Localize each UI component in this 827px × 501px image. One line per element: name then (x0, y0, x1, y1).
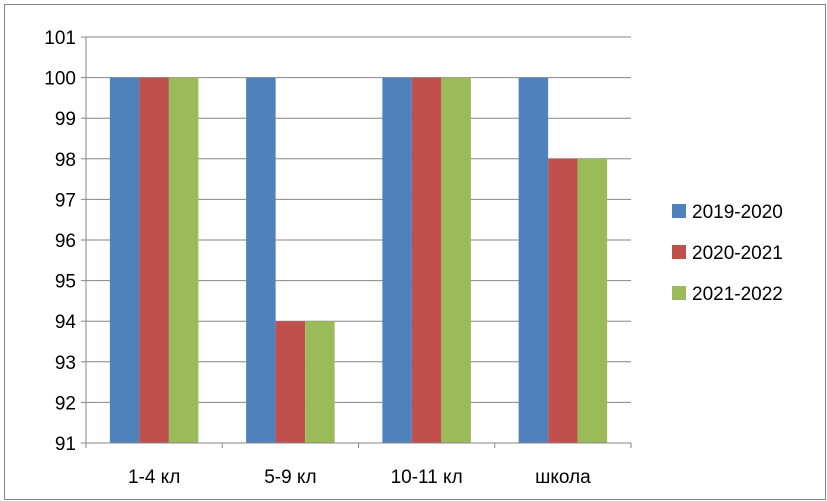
bar-2020-2021-1-4 кл (139, 77, 169, 443)
bar-2019-2020-10-11 кл (382, 77, 412, 443)
y-tick-label: 91 (55, 434, 76, 455)
x-tick-label: школа (535, 467, 591, 488)
bar-2021-2022-1-4 кл (168, 77, 199, 443)
y-tick-label: 98 (55, 150, 76, 171)
x-tick-label: 1-4 кл (128, 467, 180, 488)
bar-2019-2020-школа (518, 77, 549, 443)
y-tick-label: 99 (55, 109, 76, 130)
bar-2021-2022-5-9 кл (305, 321, 335, 443)
bar-2019-2020-5-9 кл (246, 77, 276, 443)
bar-2020-2021-10-11 кл (411, 77, 442, 443)
y-tick-label: 94 (55, 312, 77, 333)
x-tick-label: 10-11 кл (391, 467, 463, 488)
bar-2021-2022-10-11 кл (441, 77, 471, 443)
bars (109, 77, 608, 444)
y-tick-label: 100 (44, 69, 76, 90)
y-tick-label: 95 (55, 272, 76, 293)
y-tick-labels: 91 92 93 94 95 96 97 98 99 100 101 (44, 28, 76, 455)
x-tick-label: 5-9 кл (264, 467, 316, 488)
legend-label: 2020-2021 (692, 243, 783, 264)
legend-swatch (672, 245, 686, 259)
y-tick-label: 97 (55, 190, 76, 211)
y-tick-label: 101 (44, 28, 76, 49)
legend: 2019-2020 2020-2021 2021-2022 (672, 202, 783, 305)
y-tick-label: 96 (55, 231, 76, 252)
y-tick-label: 93 (55, 353, 76, 374)
bar-2020-2021-школа (548, 158, 578, 444)
legend-swatch (672, 286, 686, 300)
x-tick-labels: 1-4 кл 5-9 кл 10-11 кл школа (128, 467, 591, 488)
legend-label: 2019-2020 (692, 202, 783, 223)
legend-swatch (672, 204, 686, 218)
legend-label: 2021-2022 (692, 284, 783, 305)
y-tick-label: 92 (55, 393, 76, 414)
bar-2019-2020-1-4 кл (109, 77, 140, 443)
bar-2020-2021-5-9 кл (275, 321, 306, 443)
axes (81, 36, 632, 448)
bar-2021-2022-школа (577, 158, 608, 444)
